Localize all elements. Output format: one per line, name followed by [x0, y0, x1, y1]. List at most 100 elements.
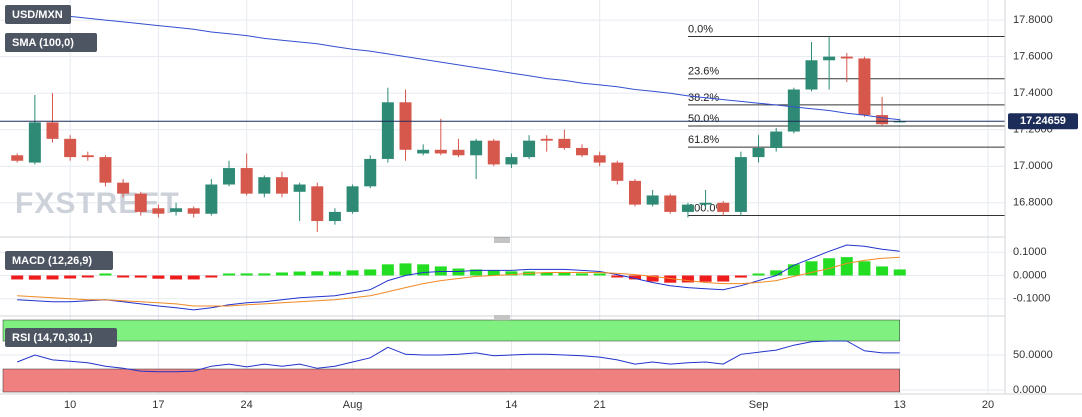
histogram-bar	[346, 270, 359, 276]
candle-body	[293, 184, 306, 192]
indicator-tag[interactable]	[5, 328, 117, 347]
candle-body	[470, 140, 483, 156]
candle-body	[576, 147, 589, 156]
candle-body	[99, 157, 112, 183]
histogram-bar	[258, 273, 271, 276]
histogram-bar	[117, 275, 130, 278]
candle-body	[681, 204, 694, 212]
candle-body	[558, 138, 571, 148]
candle-body	[223, 168, 236, 185]
y-tick-label: 0.0000	[1013, 269, 1047, 281]
histogram-bar	[399, 263, 412, 276]
candle-body	[876, 115, 889, 125]
histogram-bar	[187, 275, 200, 280]
candle-body	[717, 202, 730, 212]
candle-body	[364, 158, 377, 187]
candle-body	[770, 131, 783, 148]
x-tick-label: 14	[505, 399, 517, 411]
y-tick-label: 17.8000	[1013, 14, 1053, 26]
legend-entry: SMA (100,0)	[12, 37, 74, 49]
macd-line	[17, 256, 900, 307]
candle-body	[46, 122, 59, 139]
candle-body	[646, 195, 659, 205]
overbought-zone	[2, 319, 900, 342]
candle-body	[805, 60, 818, 90]
x-tick-label: 17	[152, 399, 164, 411]
candle-body	[187, 208, 200, 214]
y-tick-label: -0.1000	[1013, 293, 1050, 305]
y-tick-label: 0.1000	[1013, 246, 1047, 258]
candle-body	[11, 155, 24, 161]
histogram-bar	[840, 257, 853, 276]
histogram-bar	[505, 271, 518, 276]
x-tick-label: 10	[64, 399, 76, 411]
fib-label: 50.0%	[688, 113, 719, 125]
histogram-bar	[593, 273, 606, 276]
candle-body	[540, 138, 553, 141]
histogram-bar	[417, 264, 430, 276]
y-tick-label: 16.8000	[1013, 197, 1053, 209]
histogram-bar	[381, 264, 394, 276]
candle-body	[81, 155, 94, 158]
histogram-bar	[576, 273, 589, 276]
y-tick-label: 17.4000	[1013, 87, 1053, 99]
histogram-bar	[681, 275, 694, 283]
candle-body	[311, 186, 324, 222]
x-tick-label: Aug	[343, 399, 363, 411]
candle-body	[275, 177, 288, 194]
candle-body	[858, 58, 871, 116]
x-tick-label: 24	[241, 399, 253, 411]
candle-body	[664, 195, 677, 212]
plot-layer: 0.0%23.6%38.2%50.0%61.8%100.0%	[0, 9, 1005, 393]
histogram-bar	[434, 266, 447, 276]
histogram-bar	[293, 271, 306, 276]
candle-body	[734, 157, 747, 212]
overlay-layer: 10 17 24 Aug 14 21 Sep 13 2016.800017.000017.200…	[64, 14, 1078, 411]
candle-body	[893, 121, 906, 123]
x-tick-label: 20	[982, 399, 994, 411]
histogram-bar	[311, 271, 324, 276]
x-tick-label: 13	[894, 399, 906, 411]
resize-handle[interactable]	[494, 237, 510, 243]
histogram-bar	[152, 275, 165, 279]
histogram-bar	[470, 269, 483, 276]
histogram-bar	[134, 275, 147, 278]
fib-label: 23.6%	[688, 66, 719, 78]
candle-body	[699, 202, 712, 205]
histogram-bar	[717, 275, 730, 282]
histogram-bar	[858, 261, 871, 276]
histogram-bar	[28, 275, 41, 280]
chart-title: USD/MXN	[12, 9, 63, 21]
oversold-zone	[2, 368, 900, 393]
indicator-tag[interactable]	[5, 33, 97, 52]
price-marker-label: 17.24659	[1020, 115, 1066, 127]
histogram-bar	[664, 275, 677, 283]
candle-body	[28, 122, 41, 163]
fib-label: 100.0%	[688, 202, 726, 214]
histogram-bar	[170, 275, 183, 280]
histogram-bar	[734, 275, 747, 278]
candle-body	[170, 208, 183, 212]
histogram-bar	[223, 273, 236, 276]
histogram-bar	[787, 264, 800, 276]
x-tick-label: Sep	[749, 399, 769, 411]
candle-body	[240, 168, 253, 194]
fib-label: 61.8%	[688, 134, 719, 146]
candle-body	[117, 182, 130, 194]
candle-body	[840, 56, 853, 59]
histogram-bar	[64, 275, 77, 279]
histogram-bar	[646, 275, 659, 282]
histogram-bar	[46, 275, 59, 280]
histogram-bar	[558, 272, 571, 276]
symbol-tag[interactable]	[5, 5, 71, 24]
candle-body	[487, 140, 500, 165]
histogram-bar	[328, 271, 341, 276]
candle-body	[787, 89, 800, 132]
histogram-bar	[240, 273, 253, 276]
histogram-bar	[611, 275, 624, 278]
indicator-tag[interactable]	[5, 251, 113, 270]
histogram-bar	[770, 270, 783, 276]
histogram-bar	[540, 272, 553, 276]
resize-handle[interactable]	[494, 315, 510, 321]
candle-body	[752, 147, 765, 158]
